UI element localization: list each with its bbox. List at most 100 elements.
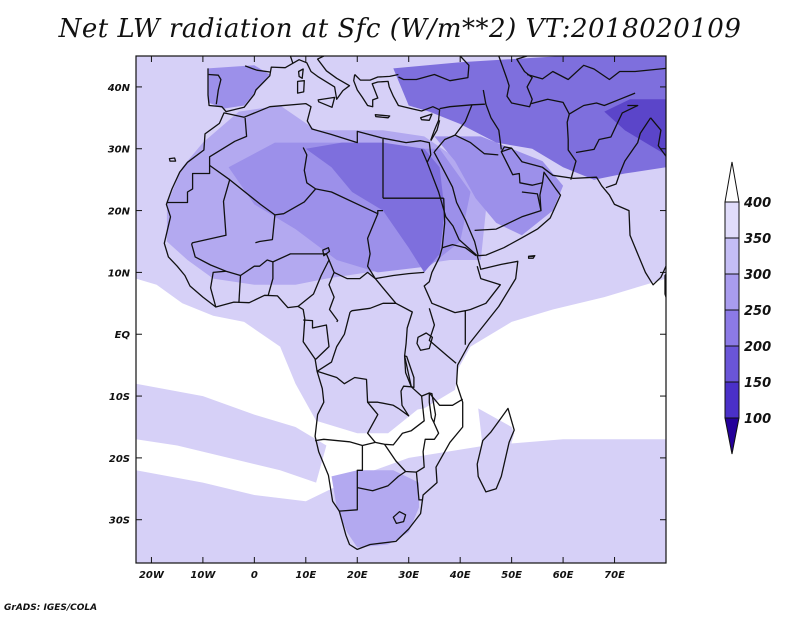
border-south-africa-north xyxy=(357,470,406,492)
border-oman xyxy=(539,182,544,211)
colorbar-segment xyxy=(724,381,740,419)
black-sea-coastline xyxy=(398,56,470,82)
border-eritrea xyxy=(442,243,477,257)
colorbar-label: 150 xyxy=(744,376,771,391)
y-axis: 40N 30N 20N 10N EQ 10S 20S 30S xyxy=(107,83,666,527)
x-tick-label: 20W xyxy=(139,570,165,581)
colorbar-segment xyxy=(724,237,740,275)
sardinia-coastline xyxy=(296,80,305,94)
colorbar-label: 200 xyxy=(744,340,771,355)
africa-coastline xyxy=(163,102,519,551)
border-sudan-ethiopia xyxy=(423,198,446,308)
red-sea-west-coast xyxy=(421,149,428,163)
border-ivory-coast xyxy=(209,270,227,308)
y-tick-label: 30S xyxy=(109,516,130,527)
border-afghanistan-pakistan xyxy=(575,104,639,154)
europe-coastline xyxy=(207,56,351,113)
border-saudi-north xyxy=(433,134,499,156)
y-tick-label: 20S xyxy=(109,454,130,465)
lake-victoria xyxy=(416,332,434,351)
south-africa-fill xyxy=(331,470,419,548)
balkans-coastline xyxy=(353,74,441,141)
border-tanzania-south xyxy=(421,392,464,406)
crete-coastline xyxy=(374,114,391,119)
border-syria-iraq xyxy=(454,104,473,136)
border-zambia-south xyxy=(375,386,425,446)
iberia-fill xyxy=(208,65,270,109)
border-india-nepal xyxy=(650,117,666,157)
x-tick-label: 10E xyxy=(295,570,316,581)
arabia-coastline xyxy=(433,147,666,286)
colorbar-label: 400 xyxy=(743,196,771,211)
atlantic-band-fill xyxy=(136,383,327,483)
lesotho-border xyxy=(392,511,407,525)
colorbar-segment xyxy=(724,309,740,347)
border-turkmenistan xyxy=(531,92,636,115)
border-turkey-syria xyxy=(439,103,485,110)
x-tick-label: 20E xyxy=(347,570,368,581)
x-tick-label: 30E xyxy=(398,570,419,581)
border-congo-drc xyxy=(316,311,351,372)
x-tick-label: 50E xyxy=(501,570,522,581)
radiation-fill-layer xyxy=(136,56,666,563)
colorbar-label: 350 xyxy=(744,232,771,247)
canary-islands xyxy=(168,157,177,162)
gulf-coastline xyxy=(500,146,512,153)
x-tick-label: 70E xyxy=(604,570,625,581)
border-ethiopia-somalia xyxy=(465,266,501,312)
y-tick-label: 10N xyxy=(108,268,131,279)
border-kenya-east xyxy=(439,305,466,345)
border-algeria-libya xyxy=(302,147,316,190)
x-tick-label: 0 xyxy=(251,570,258,581)
border-south-sudan xyxy=(375,271,425,280)
sahara-dark-fill xyxy=(305,142,445,273)
caspian-coastline xyxy=(498,56,533,108)
y-tick-label: 40N xyxy=(107,83,131,94)
equatorial-africa-fill xyxy=(300,297,461,415)
border-botswana-zimbabwe xyxy=(383,443,417,473)
border-iran-pakistan xyxy=(566,113,577,180)
lake-tanganyika xyxy=(403,355,415,389)
border-spain-portugal xyxy=(208,73,222,105)
y-tick-label: EQ xyxy=(115,330,131,341)
border-drc-east xyxy=(316,302,413,417)
border-mali-niger xyxy=(255,214,276,244)
x-tick-label: 10W xyxy=(190,570,216,581)
border-ghana-togo xyxy=(238,275,242,303)
colorbar-label: 300 xyxy=(744,268,771,283)
border-egypt-israel xyxy=(430,120,441,142)
border-kazakh-uzbek xyxy=(526,64,666,81)
socotra-coastline xyxy=(527,255,536,259)
border-car-sudan xyxy=(333,271,397,313)
colorbar: 400 350 300 250 200 150 100 xyxy=(724,161,771,455)
colorbar-over-triangle xyxy=(724,161,740,203)
corsica-coastline xyxy=(297,68,304,79)
x-axis: 20W 10W 0 10E 20E 30E 40E 50E 60E 70E xyxy=(139,56,625,581)
border-balkans xyxy=(354,73,399,81)
grads-credit: GrADS: IGES/COLA xyxy=(4,603,98,613)
himalaya-fill xyxy=(604,99,666,155)
x-tick-label: 40E xyxy=(449,570,471,581)
border-nigeria-cameroon xyxy=(297,253,330,307)
border-algeria-morocco xyxy=(208,117,248,163)
colorbar-under-triangle xyxy=(724,417,740,455)
border-mauritania-mali xyxy=(191,179,231,245)
border-pakistan-india xyxy=(605,117,652,189)
border-mauritania-wsahara xyxy=(166,163,211,204)
madagascar-fill xyxy=(477,408,515,492)
border-niger-nigeria xyxy=(272,253,327,263)
colorbar-segment xyxy=(724,345,740,383)
mideast-fill xyxy=(393,56,666,180)
arabia-fill xyxy=(434,136,564,236)
border-france-spain xyxy=(244,65,271,73)
border-gabon xyxy=(303,319,330,360)
border-mozambique-malawi xyxy=(415,422,440,501)
map-frame xyxy=(135,55,667,564)
border-saudi-yemen xyxy=(474,191,542,232)
colorbar-label: 250 xyxy=(744,304,771,319)
border-chad-sudan xyxy=(366,213,379,279)
colorbar-label: 100 xyxy=(744,412,771,427)
lake-chad xyxy=(322,247,331,257)
colorbar-segment xyxy=(724,273,740,311)
